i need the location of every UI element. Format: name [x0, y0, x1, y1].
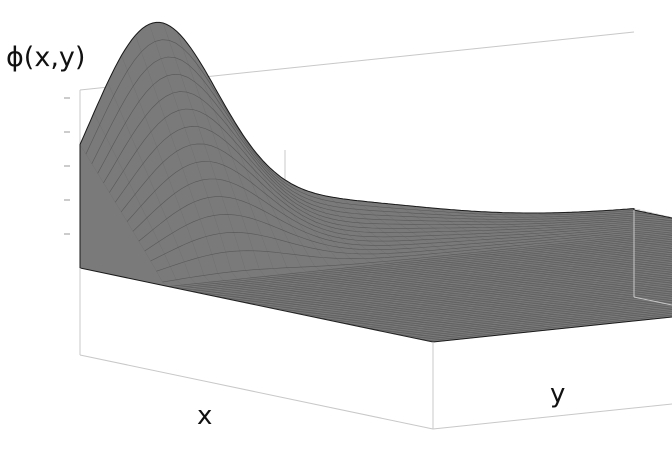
bounding-box-front [79, 210, 672, 430]
axis-ticks [64, 97, 70, 235]
y-axis-label: y [550, 379, 565, 409]
surface [79, 21, 672, 343]
z-axis-label: ϕ(x,y) [6, 42, 85, 73]
surface-mesh [79, 22, 672, 343]
x-axis-label: x [197, 401, 212, 431]
